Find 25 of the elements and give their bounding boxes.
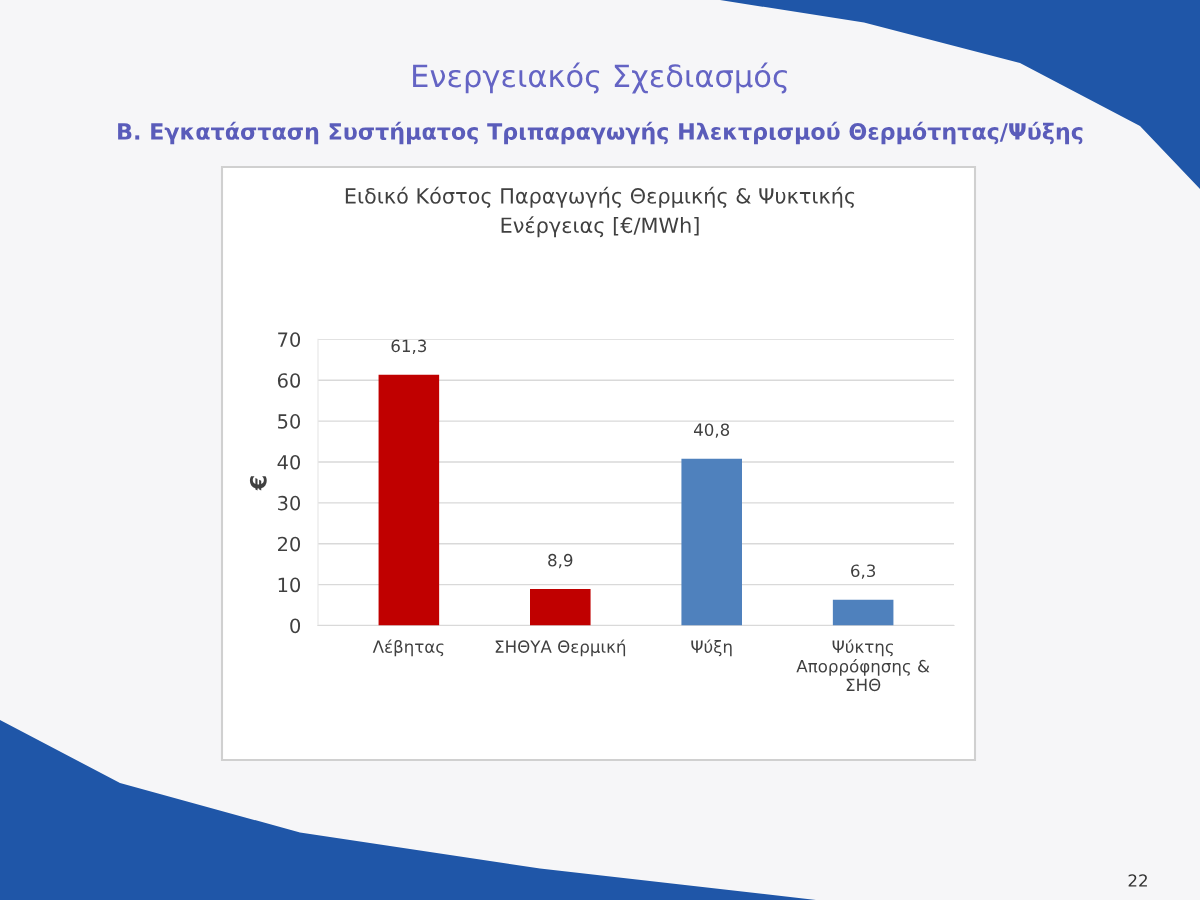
- y-tick-label: 0: [290, 618, 301, 634]
- x-tick-label: Λέβητας: [372, 639, 444, 657]
- x-tick-label: Ψύκτης Απορρόφησης & ΣΗΘ: [796, 639, 930, 692]
- y-tick-label: 70: [278, 332, 301, 347]
- y-tick-label: 20: [278, 536, 301, 552]
- chart-title: Ειδικό Κόστος Παραγωγής Θερμικής & Ψυκτικής Ενέργειας [€/MWh]: [345, 186, 855, 238]
- text: Ενεργειακός Σχεδιασμός: [413, 62, 787, 94]
- bar: [530, 589, 591, 626]
- y-tick-label: 10: [278, 577, 301, 593]
- y-tick-label: 60: [277, 373, 301, 388]
- x-tick-label: Ψύξη: [691, 639, 732, 657]
- data-label: 8,9: [548, 553, 573, 569]
- y-tick-label: 40: [277, 454, 301, 470]
- y-tick-label: 30: [278, 495, 301, 511]
- text: 22: [1128, 874, 1147, 887]
- data-label: 6,3: [851, 564, 876, 579]
- bar: [681, 458, 742, 626]
- bar: [832, 599, 894, 626]
- bar: [378, 374, 440, 626]
- data-label: 61,3: [391, 339, 427, 354]
- x-tick-label: ΣΗΘΥΑ Θερμική: [495, 639, 626, 657]
- y-tick-label: 50: [278, 414, 301, 429]
- data-label: 40,8: [693, 423, 730, 438]
- y-axis-title: €: [249, 476, 267, 491]
- text: Β. Εγκατάσταση Συστήματος Τριπαραγωγής Ηλεκτρισμού Θερμότητας/Ψύξης: [118, 121, 1083, 145]
